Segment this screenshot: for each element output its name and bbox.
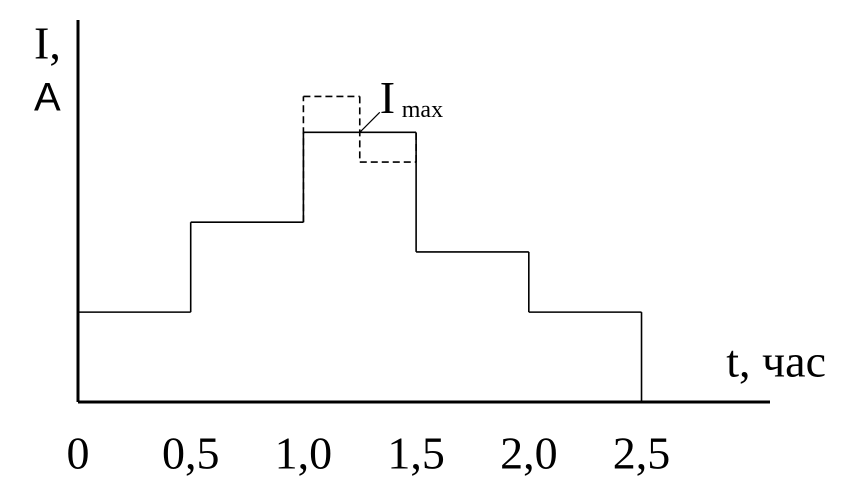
y-axis-label: I, [34, 18, 61, 69]
y-axis-label: A [34, 76, 61, 120]
x-axis-label: t, час [726, 336, 826, 387]
annotation-text: I [380, 72, 395, 123]
x-tick-label: 2,5 [613, 428, 671, 479]
annotation-subscript: max [402, 97, 443, 123]
x-tick-label: 0 [67, 428, 90, 479]
x-tick-label: 1,0 [275, 428, 333, 479]
x-tick-label: 1,5 [387, 428, 445, 479]
x-tick-label: 0,5 [162, 428, 220, 479]
annotation-pointer [359, 111, 381, 133]
x-tick-label: 2,0 [500, 428, 558, 479]
